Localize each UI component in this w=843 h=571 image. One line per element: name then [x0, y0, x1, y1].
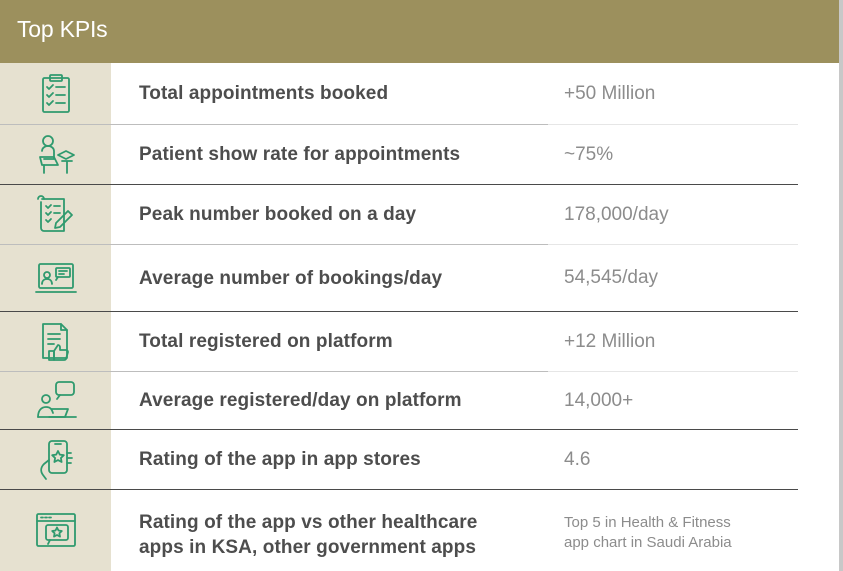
- icon-cell: [0, 185, 111, 244]
- browser-star-icon: [35, 512, 76, 547]
- row-divider: [548, 371, 798, 372]
- table-row: Average number of bookings/day 54,545/da…: [0, 245, 843, 311]
- checklist-clipboard-icon: [41, 73, 70, 113]
- kpi-label-line: Rating of the app vs other healthcare: [139, 512, 478, 533]
- row-divider: [0, 244, 548, 245]
- table-row: Average registered/day on platform 14,00…: [0, 372, 843, 429]
- kpi-value: +50 Million: [564, 82, 656, 104]
- icon-cell: [0, 245, 111, 311]
- kpi-value: ~75%: [564, 143, 614, 165]
- user-laptop-chat-icon: [36, 380, 77, 418]
- kpi-value-line: Top 5 in Health & Fitness: [564, 514, 731, 531]
- kpi-label-line: apps in KSA, other government apps: [139, 537, 477, 558]
- kpi-label: Patient show rate for appointments: [139, 144, 461, 165]
- right-edge: [839, 0, 843, 571]
- document-thumbs-up-icon: [41, 322, 69, 361]
- icon-cell: [0, 430, 111, 489]
- kpi-label: Average registered/day on platform: [139, 390, 462, 411]
- icon-cell: [0, 125, 111, 184]
- row-divider: [0, 489, 798, 490]
- kpi-value: 4.6: [564, 448, 591, 470]
- icon-cell: [0, 372, 111, 429]
- phone-hand-star-icon: [39, 439, 73, 480]
- kpi-value: 14,000+: [564, 389, 634, 411]
- kpi-value: Top 5 in Health & Fitness app chart in S…: [564, 513, 732, 553]
- kpi-label: Rating of the app in app stores: [139, 449, 421, 470]
- icon-cell: [0, 63, 111, 124]
- kpi-value-line: app chart in Saudi Arabia: [564, 534, 732, 551]
- icon-cell: [0, 490, 111, 571]
- kpi-value: 54,545/day: [564, 267, 659, 288]
- row-divider: [0, 429, 798, 430]
- kpi-label: Total appointments booked: [139, 83, 389, 104]
- row-divider: [0, 124, 548, 125]
- page-title: Top KPIs: [17, 16, 108, 42]
- kpi-value: +12 Million: [564, 330, 656, 352]
- table-row: Rating of the app in app stores 4.6: [0, 430, 843, 489]
- kpi-label: Total registered on platform: [139, 331, 393, 352]
- kpi-table: Total appointments booked +50 Million Pa…: [0, 63, 843, 571]
- document-pen-icon: [36, 194, 73, 232]
- kpi-value: 178,000/day: [564, 203, 669, 225]
- kpi-label: Peak number booked on a day: [139, 204, 417, 225]
- kpi-label: Rating of the app vs other healthcare ap…: [139, 510, 477, 560]
- monitor-user-icon: [34, 263, 77, 293]
- kpi-label: Average number of bookings/day: [139, 267, 443, 289]
- table-row: Total appointments booked +50 Million: [0, 63, 843, 124]
- row-divider: [0, 184, 798, 185]
- table-row: Rating of the app vs other healthcare ap…: [0, 490, 843, 571]
- table-row: Patient show rate for appointments ~75%: [0, 125, 843, 184]
- row-divider: [0, 371, 548, 372]
- row-divider: [548, 124, 798, 125]
- patient-desk-icon: [38, 134, 75, 174]
- icon-cell: [0, 312, 111, 371]
- table-row: Total registered on platform +12 Million: [0, 312, 843, 371]
- table-row: Peak number booked on a day 178,000/day: [0, 185, 843, 244]
- row-divider: [548, 244, 798, 245]
- header-bar: Top KPIs: [0, 0, 843, 63]
- row-divider: [0, 311, 798, 312]
